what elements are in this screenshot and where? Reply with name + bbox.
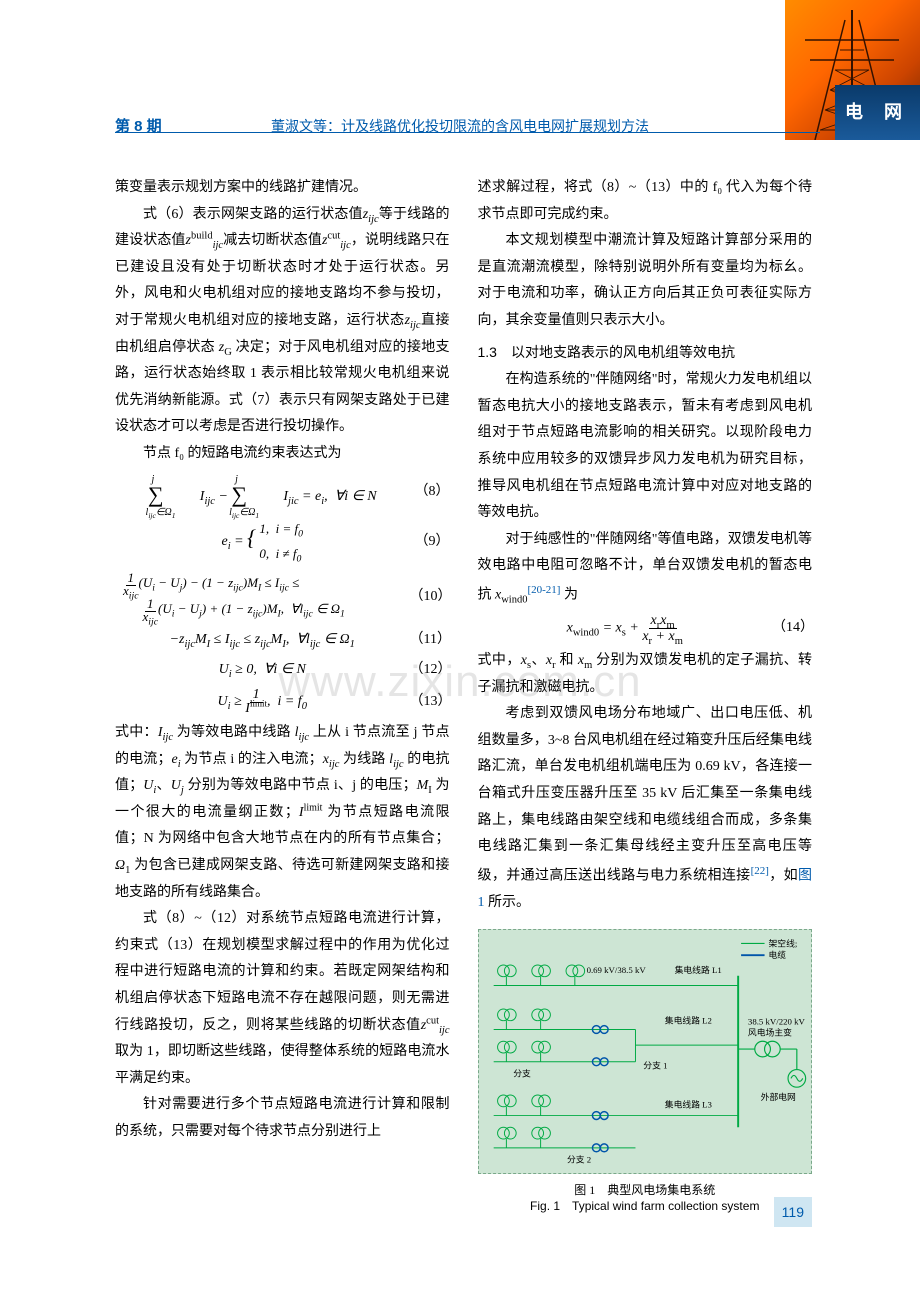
para: 策变量表示规划方案中的线路扩建情况。 [115,175,450,202]
figure-caption: 图 1 典型风电场集电系统 Fig. 1 Typical wind farm c… [478,1182,813,1216]
para: 针对需要进行多个节点短路电流进行计算和限制的系统，只需要对每个待求节点分别进行上 [115,1092,450,1145]
svg-text:架空线;: 架空线; [768,937,797,948]
para: 对于纯感性的"伴随网络"等值电路，双馈发电机等效电路中电阻可忽略不计，单台双馈发… [478,527,813,609]
svg-text:集电线路 L3: 集电线路 L3 [664,1098,712,1109]
para: 在构造系统的"伴随网络"时，常规火力发电机组以暂态电抗大小的接地支路表示，暂未有… [478,367,813,527]
svg-text:集电线路 L1: 集电线路 L1 [674,963,721,974]
para: 述求解过程，将式（8）~（13）中的 f₀ 代入为每个待求节点即可完成约束。 [478,175,813,228]
equation-13: Ui ≥ 1Ilimit, i = f0 （13） [115,688,450,716]
svg-text:分支 2: 分支 2 [567,1153,591,1164]
citation: [20-21] [527,584,560,596]
section-tab: 电 网 [835,85,920,140]
svg-text:电缆: 电缆 [768,949,786,960]
left-column: 策变量表示规划方案中的线路扩建情况。 式（6）表示网架支路的运行状态值zijc等… [115,175,450,1215]
running-head: 董淑文等：计及线路优化投切限流的含风电电网扩展规划方法 [271,113,649,140]
right-column: 述求解过程，将式（8）~（13）中的 f₀ 代入为每个待求节点即可完成约束。 本… [478,175,813,1215]
para: 考虑到双馈风电场分布地域广、出口电压低、机组数量多，3~8 台风电机组在经过箱变… [478,701,813,916]
page-header: 第 8 期 董淑文等：计及线路优化投切限流的含风电电网扩展规划方法 电 网 [0,0,920,155]
para: 式中：Iijc 为等效电路中线路 lijc 上从 i 节点流至 j 节点的电流；… [115,720,450,906]
section-heading: 1.3 以对地支路表示的风电机组等效电抗 [478,339,813,366]
citation: [22] [751,865,769,877]
svg-text:分支 1: 分支 1 [643,1059,667,1070]
equation-11: −zijcMI ≤ Iijc ≤ zijcMI, ∀lijc ∈ Ω1 （11） [115,627,450,654]
para: 式中，xs、xr 和 xm 分别为双馈发电机的定子漏抗、转子漏抗和激磁电抗。 [478,648,813,701]
svg-text:风电场主变: 风电场主变 [747,1026,791,1037]
svg-text:集电线路 L2: 集电线路 L2 [664,1014,711,1025]
issue-label: 第 8 期 [115,113,162,142]
header-rule [115,132,820,133]
svg-text:分支: 分支 [513,1067,531,1078]
equation-8: ∑lijc∈Ω1j Iijc − ∑lijc∈Ω1j Ijic = ei, ∀i… [115,472,450,514]
figure-diagram: 架空线; 电缆 0.69 kV/38.5 kV 集电线路 L1 [478,929,813,1174]
para: 式（6）表示网架支路的运行状态值zijc等于线路的建设状态值zbuildijc减… [115,202,450,441]
equation-9: ei = { 1, i = f00, i ≠ f0 （9） [115,517,450,566]
svg-text:38.5 kV/220 kV: 38.5 kV/220 kV [747,1016,805,1026]
para: 式（8）~（12）对系统节点短路电流进行计算，约束式（13）在规划模型求解过程中… [115,906,450,1092]
figure-1: 架空线; 电缆 0.69 kV/38.5 kV 集电线路 L1 [478,929,813,1216]
equation-12: Ui ≥ 0, ∀i ∈ N （12） [115,657,450,684]
svg-text:0.69 kV/38.5 kV: 0.69 kV/38.5 kV [586,964,646,974]
page-number: 119 [774,1197,812,1228]
equation-10: 1xijc(Ui − Uj) − (1 − zijc)MI ≤ Iijc ≤ 1… [115,571,450,623]
content-area: 策变量表示规划方案中的线路扩建情况。 式（6）表示网架支路的运行状态值zijc等… [0,155,920,1245]
para: 节点 f₀ 的短路电流约束表达式为 [115,441,450,468]
para: 本文规划模型中潮流计算及短路计算部分采用的是直流潮流模型，除特别说明外所有变量均… [478,228,813,334]
svg-text:外部电网: 外部电网 [760,1090,795,1101]
equation-14: xwind0 = xs + xrxmxr + xm （14） [478,613,813,644]
